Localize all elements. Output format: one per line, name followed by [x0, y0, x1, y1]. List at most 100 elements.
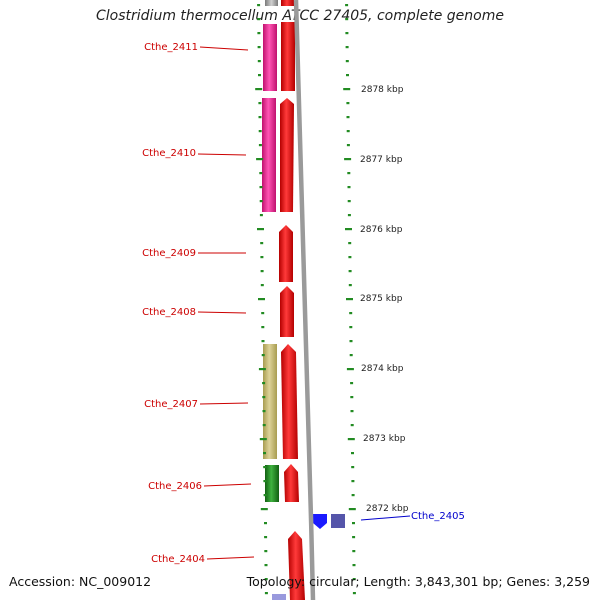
left-ruler-tick: [260, 270, 264, 273]
left-ruler-tick: [262, 410, 266, 413]
leader-cthe-2404: [206, 556, 255, 560]
ruler-label-2878: 2878 kbp: [361, 85, 404, 95]
cog-block-cthe-2407: [263, 344, 277, 459]
left-ruler-tick: [261, 354, 265, 357]
left-ruler-tick: [260, 508, 268, 511]
cds-ring: [279, 22, 305, 600]
left-ruler-tick: [258, 298, 265, 301]
right-ruler-tick: [347, 438, 355, 441]
gene-label-cthe-2406: Cthe_2406: [148, 481, 202, 492]
right-ruler-tick: [350, 396, 354, 399]
right-ruler-tick: [347, 200, 351, 203]
right-ruler-tick: [349, 326, 353, 329]
gene-label-cthe-2408: Cthe_2408: [142, 307, 196, 318]
right-ruler-tick: [345, 60, 349, 63]
left-ruler-tick: [256, 158, 264, 161]
right-ruler-tick: [348, 270, 352, 273]
left-ruler-tick: [259, 172, 263, 175]
right-ruler-tick: [349, 354, 353, 357]
left-ruler-tick: [255, 88, 263, 91]
left-ruler-tick: [260, 256, 264, 259]
cds-cthe-2407: [281, 344, 298, 459]
left-ruler-tick: [263, 452, 266, 455]
cds-cthe-2409: [279, 225, 293, 282]
ruler-label-2872: 2872 kbp: [366, 504, 409, 514]
right-ruler-tick: [345, 46, 349, 49]
right-ruler-tick: [348, 242, 352, 245]
right-ruler-tick: [351, 494, 355, 497]
left-ruler-tick: [264, 522, 267, 525]
right-ruler-tick: [348, 508, 356, 511]
left-ruler-tick: [257, 46, 261, 49]
left-ruler-tick: [259, 438, 267, 441]
right-ruler-tick: [345, 4, 349, 7]
right-ruler-tick: [349, 340, 353, 343]
right-ruler-tick: [345, 18, 349, 21]
partial-feature-top-grey: [265, 0, 278, 6]
partial-feature-top-red: [281, 0, 294, 6]
cds-cthe-2408: [280, 286, 294, 337]
right-ruler-tick: [346, 144, 350, 147]
right-ruler-tick: [351, 466, 355, 469]
accession-text: Accession: NC_009012: [9, 574, 152, 589]
cog-block-cthe-2405-a: [313, 514, 327, 529]
leader-cthe-2407: [199, 402, 249, 405]
cog-block-cthe-2405-b: [331, 514, 345, 528]
right-ruler-tick: [345, 228, 352, 231]
left-ruler-tick: [258, 144, 262, 147]
left-ruler-tick: [259, 186, 263, 189]
right-ruler-tick: [347, 172, 351, 175]
right-ruler-tick: [347, 186, 351, 189]
right-ruler-tick: [349, 312, 353, 315]
gene-label-cthe-2410: Cthe_2410: [142, 148, 196, 159]
right-ruler-tick: [352, 536, 356, 539]
cog-block-cthe-2411: [263, 24, 277, 91]
right-ruler-tick: [347, 214, 351, 217]
right-ruler-tick: [348, 284, 352, 287]
right-ruler-tick: [352, 564, 356, 567]
right-ruler-tick: [346, 298, 353, 301]
left-ruler-tick: [263, 480, 267, 483]
leader-cthe-2405: [360, 515, 411, 521]
left-ruler-tick: [257, 18, 261, 21]
ruler-label-2874: 2874 kbp: [361, 364, 404, 374]
left-ruler-tick: [261, 312, 265, 315]
left-ruler-tick: [262, 382, 266, 385]
right-ruler-tick: [344, 158, 352, 161]
right-ruler-tick: [346, 116, 350, 119]
right-ruler-tick: [350, 410, 354, 413]
left-ruler-tick: [261, 340, 265, 343]
left-ruler-tick: [258, 74, 261, 77]
gene-label-cthe-2405: Cthe_2405: [411, 511, 465, 522]
ruler-label-2877: 2877 kbp: [360, 155, 403, 165]
ruler-label-2876: 2876 kbp: [360, 225, 403, 235]
cog-block-cthe-2406: [265, 465, 279, 502]
left-ruler-tick: [259, 200, 263, 203]
right-ruler-tick: [346, 74, 349, 77]
ruler-label-2873: 2873 kbp: [363, 434, 406, 444]
gene-label-cthe-2411: Cthe_2411: [144, 42, 198, 53]
gene-label-cthe-2404: Cthe_2404: [151, 554, 205, 565]
right-ruler-tick: [346, 102, 350, 105]
cds-cthe-2411: [281, 22, 295, 91]
right-ruler-tick: [346, 130, 350, 133]
left-ruler-tick: [257, 60, 261, 63]
right-ruler-tick: [351, 452, 354, 455]
left-ruler-tick: [264, 550, 268, 553]
left-ruler-tick: [257, 4, 261, 7]
left-ruler-tick: [260, 284, 264, 287]
left-ruler-tick: [259, 214, 263, 217]
ruler-label-2875: 2875 kbp: [360, 294, 403, 304]
cog-block-cthe-2410: [262, 98, 276, 212]
leader-cthe-2410: [197, 153, 247, 156]
left-ruler-tick: [263, 466, 267, 469]
left-ruler-tick: [262, 424, 266, 427]
left-ruler-tick: [258, 368, 266, 371]
right-ruler-tick: [352, 592, 356, 595]
right-ruler-tick: [351, 480, 355, 483]
topology-text: Topology: circular; Length: 3,843,301 bp…: [246, 574, 590, 589]
leader-cthe-2406: [203, 483, 252, 487]
leader-cthe-2411: [199, 46, 249, 51]
cog-ring: [262, 24, 345, 600]
right-ruler-tick: [348, 256, 352, 259]
